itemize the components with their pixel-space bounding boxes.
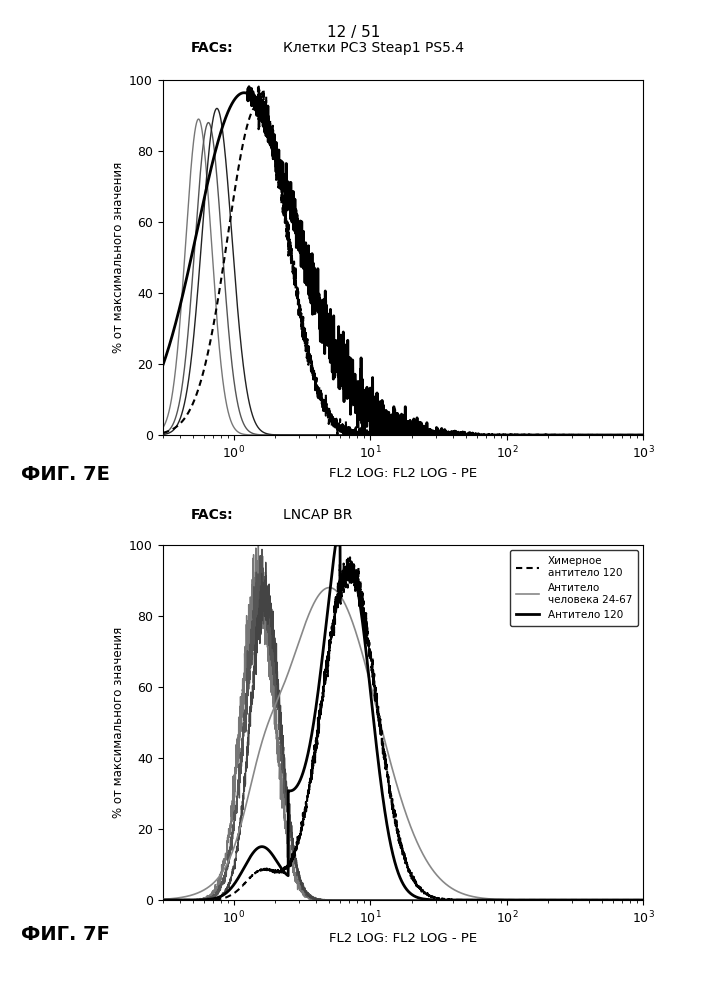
Text: ФИГ. 7F: ФИГ. 7F (21, 925, 110, 944)
Text: LNCAP BR: LNCAP BR (283, 508, 352, 522)
Text: FACs:: FACs: (191, 41, 233, 55)
Y-axis label: % от максимального значения: % от максимального значения (112, 627, 125, 818)
Text: Клетки PC3 Steap1 PS5.4: Клетки PC3 Steap1 PS5.4 (283, 41, 464, 55)
Text: ФИГ. 7E: ФИГ. 7E (21, 465, 110, 484)
Y-axis label: % от максимального значения: % от максимального значения (112, 162, 125, 353)
Legend: Химерное
антитело 120, Антитело
человека 24-67, Антитело 120: Химерное антитело 120, Антитело человека… (510, 550, 638, 626)
Text: 12 / 51: 12 / 51 (327, 25, 380, 40)
X-axis label: FL2 LOG: FL2 LOG - PE: FL2 LOG: FL2 LOG - PE (329, 467, 477, 480)
X-axis label: FL2 LOG: FL2 LOG - PE: FL2 LOG: FL2 LOG - PE (329, 932, 477, 945)
Text: FACs:: FACs: (191, 508, 233, 522)
